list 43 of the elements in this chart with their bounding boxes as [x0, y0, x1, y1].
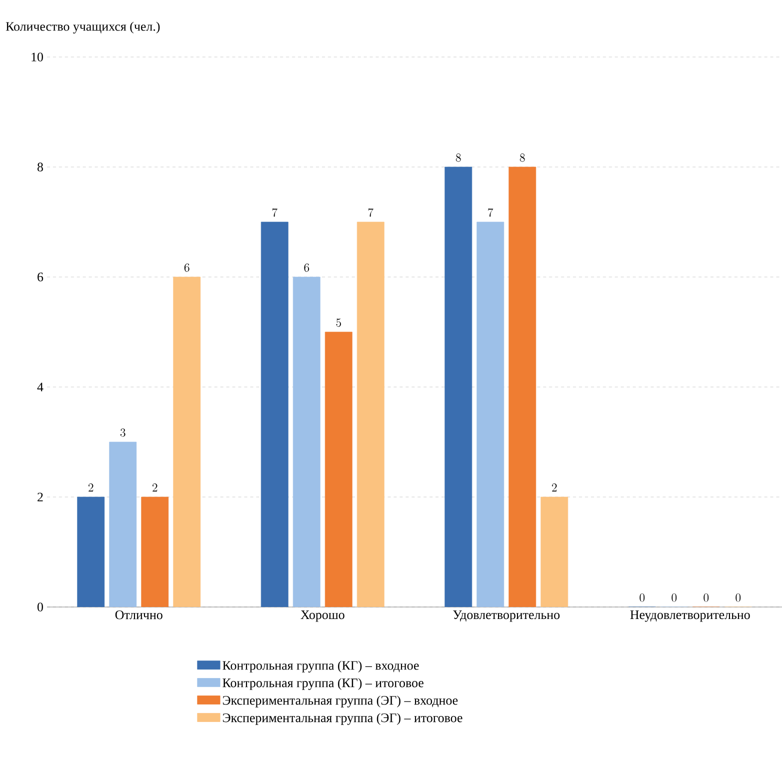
- data-label: 7: [272, 208, 278, 217]
- legend-label: Экспериментальная группа (ЭГ) – входное: [222, 696, 458, 708]
- bar: [444, 166, 472, 608]
- data-label: 0: [704, 594, 709, 602]
- data-label: 7: [368, 208, 374, 217]
- data-label: 0: [736, 594, 741, 602]
- data-label: 8: [520, 154, 525, 162]
- bar: [508, 166, 536, 608]
- x-tick-label: Хорошо: [300, 610, 344, 622]
- bar: [109, 442, 137, 608]
- bar: [260, 222, 288, 608]
- data-label: 2: [552, 484, 557, 492]
- data-label: 0: [640, 594, 645, 602]
- x-tick-label: Неудовлетворительно: [630, 610, 750, 622]
- y-tick-label: 6: [38, 272, 44, 282]
- data-label: 7: [488, 208, 494, 217]
- y-axis-title: Количество учащихся (чел.): [6, 22, 160, 34]
- data-label: 6: [304, 264, 310, 272]
- y-tick-label: 8: [38, 162, 43, 172]
- data-label: 0: [672, 594, 677, 602]
- x-tick-label: Отлично: [115, 610, 162, 620]
- bar: [292, 276, 320, 608]
- y-tick-label: 2: [38, 492, 43, 502]
- bar: [476, 222, 504, 608]
- y-tick-label: 10: [32, 52, 43, 62]
- data-label: 5: [336, 318, 341, 327]
- legend-label: Контрольная группа (КГ) – входное: [222, 660, 419, 672]
- x-tick-label: Удовлетворительно: [453, 610, 560, 622]
- y-tick-label: 0: [38, 602, 43, 612]
- bar: [173, 276, 201, 608]
- bar: [141, 496, 169, 608]
- data-label: 2: [88, 484, 94, 492]
- bar: [324, 332, 352, 608]
- data-label: 8: [456, 154, 461, 162]
- bar: [540, 496, 568, 608]
- bar: [356, 222, 384, 608]
- legend-label: Контрольная группа (КГ) – итоговое: [222, 678, 424, 690]
- legend-label: Экспериментальная группа (ЭГ) – итоговое: [222, 713, 462, 725]
- data-label: 6: [184, 264, 190, 272]
- data-label: 3: [120, 428, 126, 437]
- data-label: 2: [152, 484, 158, 492]
- bar: [77, 496, 105, 608]
- y-tick-label: 4: [37, 382, 44, 392]
